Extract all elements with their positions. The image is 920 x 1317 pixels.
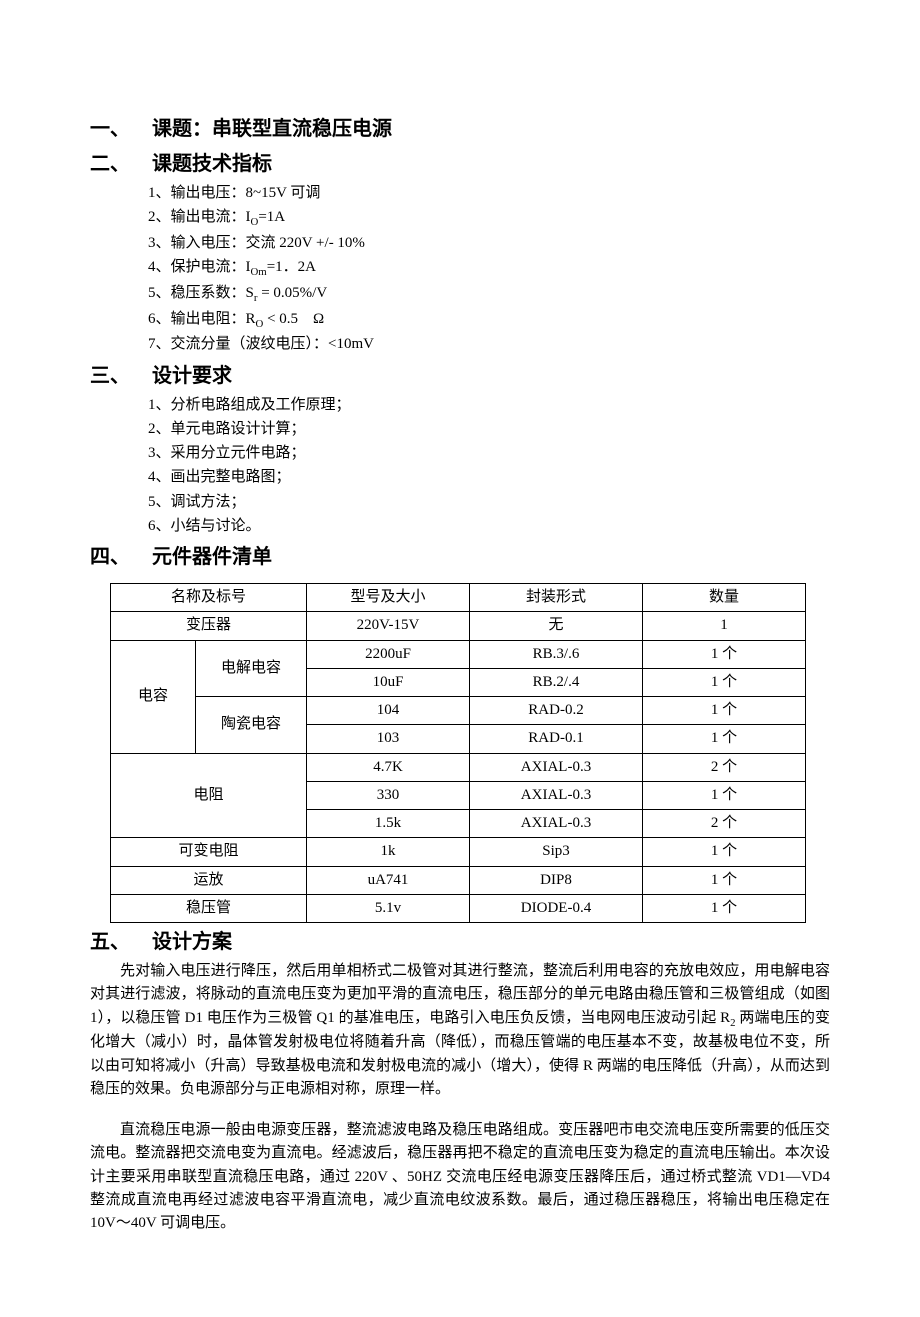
td-pkg: AXIAL-0.3	[470, 753, 643, 781]
heading-2: 二、课题技术指标	[90, 149, 830, 180]
th-model: 型号及大小	[307, 584, 470, 612]
req-item-3: 3、采用分立元件电路；	[148, 442, 830, 465]
heading-3-title: 设计要求	[152, 365, 232, 387]
req-item-5: 5、调试方法；	[148, 491, 830, 514]
spec-item-1: 1、输出电压：8~15V 可调	[148, 182, 830, 205]
td-qty: 2 个	[643, 753, 806, 781]
td-model: 220V-15V	[307, 612, 470, 640]
td-model: 10uF	[307, 668, 470, 696]
paragraph-gap	[90, 1103, 830, 1117]
heading-4: 四、元件器件清单	[90, 542, 830, 573]
td-res-group: 电阻	[111, 753, 307, 838]
spec-list: 1、输出电压：8~15V 可调 2、输出电流：IO=1A 3、输入电压：交流 2…	[148, 182, 830, 357]
heading-1-num: 一、	[90, 114, 152, 145]
td-model: 103	[307, 725, 470, 753]
paragraph-2: 直流稳压电源一般由电源变压器，整流滤波电路及稳压电路组成。变压器吧市电交流电压变…	[90, 1119, 830, 1235]
heading-4-num: 四、	[90, 542, 152, 573]
td-pkg: AXIAL-0.3	[470, 810, 643, 838]
td-qty: 1 个	[643, 725, 806, 753]
table-row: 电容 电解电容 2200uF RB.3/.6 1 个	[111, 640, 806, 668]
td-pkg: RAD-0.2	[470, 697, 643, 725]
td-qty: 1 个	[643, 668, 806, 696]
th-pkg: 封装形式	[470, 584, 643, 612]
td-qty: 1 个	[643, 866, 806, 894]
td-model: 5.1v	[307, 894, 470, 922]
td-pkg: 无	[470, 612, 643, 640]
td-model: 330	[307, 781, 470, 809]
heading-2-title: 课题技术指标	[152, 153, 272, 175]
parts-table: 名称及标号 型号及大小 封装形式 数量 变压器 220V-15V 无 1 电容 …	[110, 583, 806, 923]
req-item-4: 4、画出完整电路图；	[148, 466, 830, 489]
td-name: 稳压管	[111, 894, 307, 922]
spec-item-6: 6、输出电阻：RO < 0.5 Ω	[148, 308, 830, 333]
heading-4-title: 元件器件清单	[152, 546, 272, 568]
heading-2-num: 二、	[90, 149, 152, 180]
td-qty: 1 个	[643, 781, 806, 809]
heading-5-title: 设计方案	[152, 931, 232, 953]
td-pkg: DIP8	[470, 866, 643, 894]
td-qty: 1 个	[643, 838, 806, 866]
td-qty: 1	[643, 612, 806, 640]
td-model: uA741	[307, 866, 470, 894]
td-cap-group: 电容	[111, 640, 196, 753]
th-name: 名称及标号	[111, 584, 307, 612]
td-pkg: RAD-0.1	[470, 725, 643, 753]
heading-1: 一、课题：串联型直流稳压电源	[90, 114, 830, 145]
td-model: 4.7K	[307, 753, 470, 781]
td-qty: 2 个	[643, 810, 806, 838]
table-row: 稳压管 5.1v DIODE-0.4 1 个	[111, 894, 806, 922]
req-item-6: 6、小结与讨论。	[148, 515, 830, 538]
td-pkg: RB.2/.4	[470, 668, 643, 696]
td-model: 1.5k	[307, 810, 470, 838]
table-header-row: 名称及标号 型号及大小 封装形式 数量	[111, 584, 806, 612]
td-name: 运放	[111, 866, 307, 894]
heading-5-num: 五、	[90, 927, 152, 958]
paragraph-1: 先对输入电压进行降压，然后用单相桥式二极管对其进行整流，整流后利用电容的充放电效…	[90, 960, 830, 1101]
heading-5: 五、设计方案	[90, 927, 830, 958]
req-item-1: 1、分析电路组成及工作原理；	[148, 394, 830, 417]
td-pkg: DIODE-0.4	[470, 894, 643, 922]
spec-item-3: 3、输入电压：交流 220V +/- 10%	[148, 232, 830, 255]
spec-item-4: 4、保护电流：IOm=1．2A	[148, 256, 830, 281]
table-row: 陶瓷电容 104 RAD-0.2 1 个	[111, 697, 806, 725]
heading-3: 三、设计要求	[90, 361, 830, 392]
td-model: 104	[307, 697, 470, 725]
table-row: 变压器 220V-15V 无 1	[111, 612, 806, 640]
td-name: 变压器	[111, 612, 307, 640]
td-cap-elec: 电解电容	[196, 640, 307, 697]
req-list: 1、分析电路组成及工作原理； 2、单元电路设计计算； 3、采用分立元件电路； 4…	[148, 394, 830, 539]
td-qty: 1 个	[643, 697, 806, 725]
spec-item-7: 7、交流分量（波纹电压）：<10mV	[148, 333, 830, 356]
td-model: 1k	[307, 838, 470, 866]
table-row: 电阻 4.7K AXIAL-0.3 2 个	[111, 753, 806, 781]
td-cap-cer: 陶瓷电容	[196, 697, 307, 754]
spec-item-5: 5、稳压系数：Sr = 0.05%/V	[148, 282, 830, 307]
td-qty: 1 个	[643, 894, 806, 922]
heading-3-num: 三、	[90, 361, 152, 392]
table-row: 运放 uA741 DIP8 1 个	[111, 866, 806, 894]
req-item-2: 2、单元电路设计计算；	[148, 418, 830, 441]
table-row: 可变电阻 1k Sip3 1 个	[111, 838, 806, 866]
td-pkg: AXIAL-0.3	[470, 781, 643, 809]
heading-1-title: 课题：串联型直流稳压电源	[152, 118, 392, 140]
td-pkg: Sip3	[470, 838, 643, 866]
spec-item-2: 2、输出电流：IO=1A	[148, 206, 830, 231]
td-qty: 1 个	[643, 640, 806, 668]
th-qty: 数量	[643, 584, 806, 612]
td-name: 可变电阻	[111, 838, 307, 866]
td-pkg: RB.3/.6	[470, 640, 643, 668]
td-model: 2200uF	[307, 640, 470, 668]
